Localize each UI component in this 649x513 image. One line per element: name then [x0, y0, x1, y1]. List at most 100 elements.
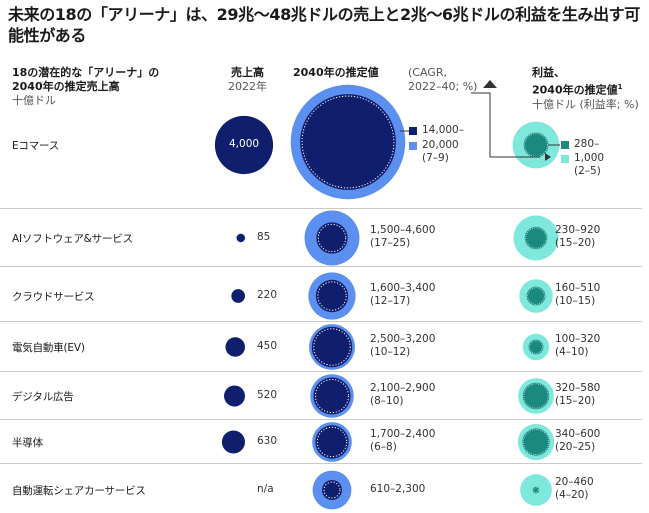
cagr-to-profit-connector	[471, 92, 540, 158]
estimate-column-header: 2040年の推定値	[293, 66, 379, 80]
revenue-2040-low-bubble	[311, 326, 353, 368]
profit-range-low: 280–	[574, 138, 600, 150]
sales-2022-bubble	[214, 115, 274, 175]
arena-label: デジタル広告	[12, 391, 74, 403]
profit-dotted-ring	[525, 227, 547, 249]
row-separator	[0, 419, 642, 420]
chart-title: 未来の18の「アリーナ」は、29兆～48兆ドルの売上と2兆～6兆ドルの利益を生み…	[8, 5, 640, 45]
profit-range: 20–460	[555, 476, 594, 488]
arena-label: 自動運転シェアカーサービス	[12, 485, 146, 497]
revenue-2040-dotted-ring	[317, 281, 347, 311]
sales-2022-bubble	[231, 289, 245, 303]
revenue-cagr: (6–8)	[370, 441, 397, 453]
revenue-2040-range-low: 14,000–	[422, 124, 464, 136]
arena-header-line1: 18の潜在的な「アリーナ」の	[12, 66, 160, 79]
profit-margin: (10–15)	[555, 295, 596, 307]
revenue-2040-dotted-ring	[316, 426, 348, 458]
sales-2022-value: 520	[257, 389, 278, 401]
profit-header-line2-wrap: 2040年の推定値1	[532, 80, 639, 98]
revenue-cagr: (12–17)	[370, 295, 411, 307]
sales-2022-value: 450	[257, 340, 278, 352]
profit-low-bubble	[522, 428, 550, 456]
sales-2022-value: 4,000	[229, 138, 260, 150]
profit-header-line1: 利益、	[532, 66, 565, 79]
cagr-header-line2: 2022–40; %)	[408, 80, 478, 93]
revenue-2040-dotted-ring	[323, 481, 341, 499]
arena-label: クラウドサービス	[12, 291, 95, 303]
profit-header-unit: 十億ドル (利益率; %)	[532, 97, 639, 111]
profit-high-legend-square	[561, 155, 569, 163]
connector-arrowhead-right	[545, 153, 551, 161]
arena-column-header: 18の潜在的な「アリーナ」の 2040年の推定売上高 十億ドル	[12, 66, 159, 108]
sales-2022-bubble	[221, 430, 245, 454]
arena-header-line2: 2040年の推定売上高	[12, 80, 120, 93]
revenue-low-legend-square	[409, 127, 417, 135]
profit-low-bubble	[526, 286, 546, 306]
row-separator	[0, 208, 642, 209]
profit-low-legend-square	[561, 141, 569, 149]
revenue-cagr: (10–12)	[370, 346, 411, 358]
profit-margin: (4–10)	[555, 346, 589, 358]
row-separator	[0, 371, 642, 372]
revenue-2040-low-bubble	[313, 377, 351, 415]
sales-header-title: 売上高	[231, 66, 264, 79]
sales-column-header: 売上高 2022年	[228, 66, 267, 94]
sales-2022-value: 85	[257, 231, 271, 243]
profit-footnote-marker: 1	[617, 83, 623, 91]
revenue-2040-dotted-ring	[313, 328, 351, 366]
profit-dotted-ring	[529, 340, 543, 354]
revenue-cagr: (7–9)	[422, 152, 449, 164]
row-separator	[0, 463, 642, 464]
revenue-2040-dotted-ring	[317, 223, 347, 253]
profit-dotted-ring	[524, 133, 548, 157]
arena-label: AIソフトウェア&サービス	[12, 233, 133, 245]
revenue-2040-range: 1,600–3,400	[370, 282, 436, 294]
revenue-2040-range-high: 20,000	[422, 139, 459, 151]
revenue-2040-range: 2,500–3,200	[370, 333, 436, 345]
sales-2022-bubble	[236, 233, 245, 243]
revenue-2040-low-bubble	[315, 279, 349, 313]
profit-low-bubble	[524, 226, 548, 250]
revenue-2040-range: 610–2,300	[370, 483, 426, 495]
sales-2022-bubble	[225, 337, 245, 357]
profit-header-line2: 2040年の推定値	[532, 83, 618, 97]
arena-label: 半導体	[12, 437, 43, 449]
profit-dotted-ring	[523, 383, 549, 409]
profit-range: 160–510	[555, 282, 601, 294]
cagr-header: (CAGR, 2022–40; %)	[408, 66, 477, 94]
revenue-2040-range: 2,100–2,900	[370, 382, 436, 394]
connector-arrowhead-up	[483, 80, 497, 88]
profit-margin: (4–20)	[555, 489, 589, 501]
profit-column-header: 利益、 2040年の推定値1 十億ドル (利益率; %)	[532, 66, 639, 112]
profit-low-bubble	[528, 339, 544, 355]
arena-header-unit: 十億ドル	[12, 94, 56, 107]
revenue-2040-low-bubble	[321, 479, 343, 501]
revenue-2040-low-bubble	[315, 425, 349, 459]
profit-range: 340–600	[555, 428, 601, 440]
arena-label: Eコマース	[12, 140, 60, 152]
revenue-cagr: (8–10)	[370, 395, 404, 407]
profit-margin: (15–20)	[555, 237, 596, 249]
profit-dotted-ring	[522, 428, 550, 456]
profit-dotted-ring	[527, 287, 545, 305]
row-separator	[0, 321, 642, 322]
profit-low-bubble	[523, 132, 549, 158]
revenue-2040-dotted-ring	[301, 95, 395, 189]
estimate-header-title: 2040年の推定値	[293, 66, 379, 79]
revenue-cagr: (17–25)	[370, 237, 411, 249]
sales-2022-value: 220	[257, 289, 278, 301]
profit-margin: (2–5)	[574, 165, 601, 177]
sales-2022-value: n/a	[257, 483, 274, 495]
profit-range: 320–580	[555, 382, 601, 394]
revenue-2040-dotted-ring	[314, 378, 350, 414]
profit-range: 100–320	[555, 333, 601, 345]
sales-2022-bubble	[224, 385, 246, 407]
profit-margin: (15–20)	[555, 395, 596, 407]
profit-range-high: 1,000	[574, 152, 605, 164]
profit-margin: (20–25)	[555, 441, 596, 453]
profit-low-bubble	[522, 382, 550, 410]
profit-range: 230–920	[555, 224, 601, 236]
revenue-2040-range: 1,500–4,600	[370, 224, 436, 236]
profit-dotted-ring	[533, 487, 539, 493]
